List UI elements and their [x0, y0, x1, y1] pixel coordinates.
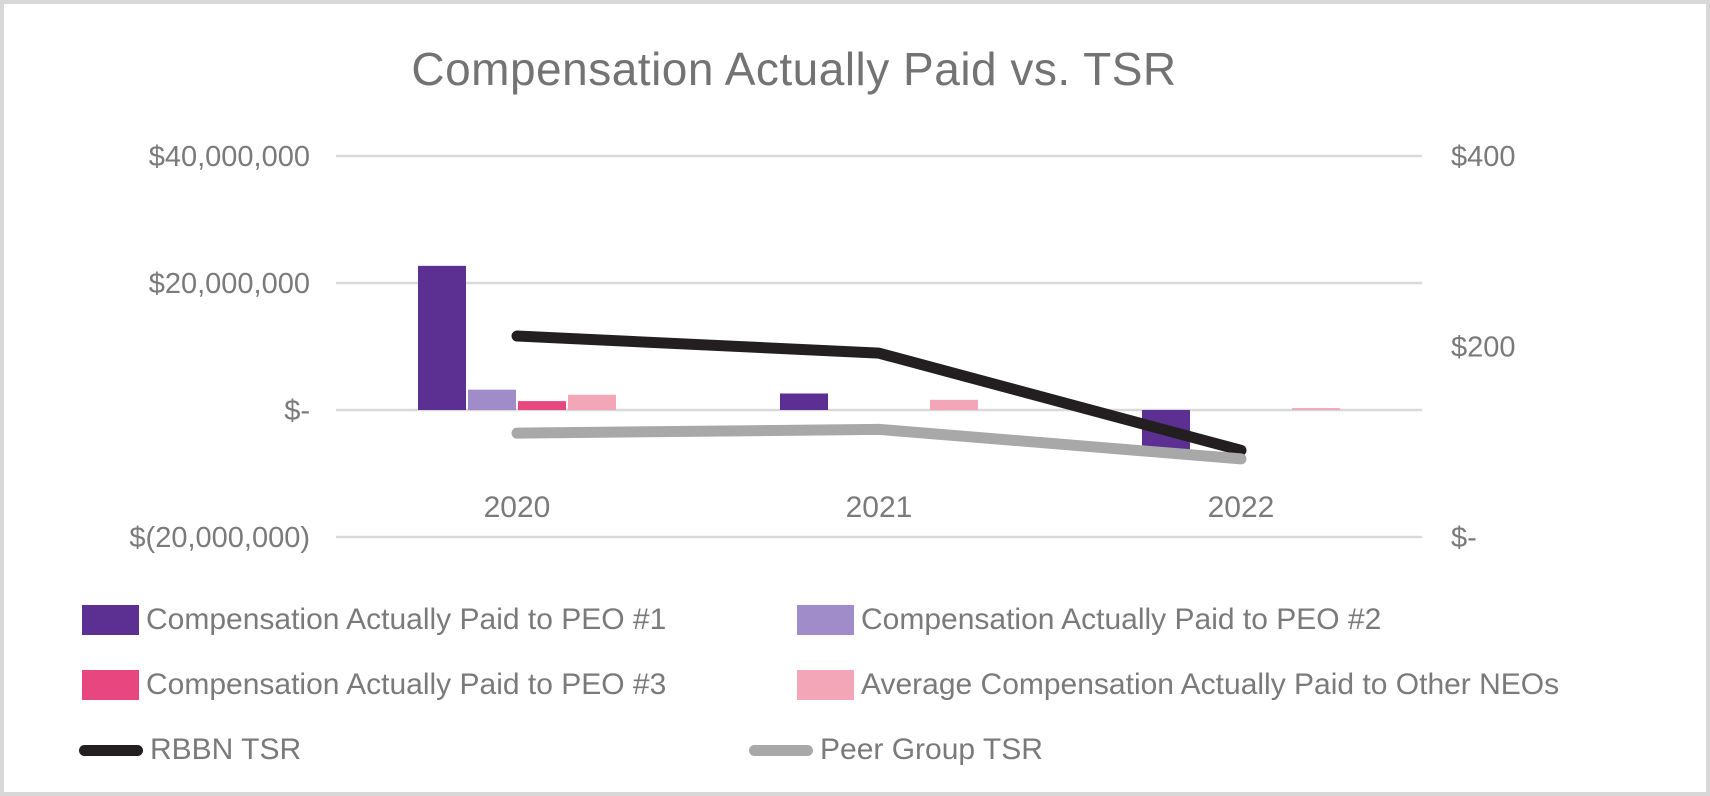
legend-swatch-rbbn-tsr — [79, 744, 143, 756]
category-label-2021: 2021 — [846, 491, 913, 524]
legend-label-cap-peo2: Compensation Actually Paid to PEO #2 — [861, 603, 1382, 636]
left-axis-tick-label: $20,000,000 — [149, 268, 310, 300]
legend-label-rbbn-tsr: RBBN TSR — [150, 733, 302, 766]
category-label-2020: 2020 — [484, 491, 551, 524]
legend-swatch-cap-other-neos — [797, 670, 854, 700]
bar-average-compensation-actually-paid-to-other-neos-2020 — [568, 394, 616, 410]
line-peer-group-tsr — [511, 423, 1247, 465]
legend-item-cap-other-neos: Average Compensation Actually Paid to Ot… — [797, 665, 1559, 705]
legend-label-cap-other-neos: Average Compensation Actually Paid to Ot… — [861, 668, 1560, 701]
bar-compensation-actually-paid-to-peo-2-2020 — [468, 389, 516, 410]
right-axis-tick-label: $- — [1451, 522, 1477, 554]
bar-average-compensation-actually-paid-to-other-neos-2021 — [930, 399, 978, 410]
left-axis-tick-label: $40,000,000 — [149, 141, 310, 173]
legend-swatch-peer-group-tsr — [749, 744, 813, 756]
legend-item-cap-peo1: Compensation Actually Paid to PEO #1 — [82, 600, 666, 640]
chart-title: Compensation Actually Paid vs. TSR — [411, 43, 1177, 95]
chart-plot-area: $40,000,000 $20,000,000 $- $(20,000,000) $40… — [129, 141, 1516, 554]
left-axis-tick-label: $(20,000,000) — [129, 522, 310, 554]
left-axis-tick-label: $- — [284, 395, 310, 427]
legend-swatch-cap-peo3 — [82, 670, 139, 700]
legend-swatch-cap-peo2 — [797, 605, 854, 635]
bar-compensation-actually-paid-to-peo-1-2021 — [780, 393, 828, 410]
legend-item-cap-peo3: Compensation Actually Paid to PEO #3 — [82, 665, 666, 705]
right-axis-tick-label: $400 — [1451, 141, 1516, 173]
bar-compensation-actually-paid-to-peo-3-2020 — [518, 401, 566, 410]
legend-label-cap-peo3: Compensation Actually Paid to PEO #3 — [146, 668, 667, 701]
right-axis-tick-label: $200 — [1451, 332, 1516, 364]
category-label-2022: 2022 — [1208, 491, 1275, 524]
legend-item-peer-group-tsr: Peer Group TSR — [749, 730, 1043, 770]
legend-item-rbbn-tsr: RBBN TSR — [79, 730, 301, 770]
bar-compensation-actually-paid-to-peo-1-2020 — [418, 265, 466, 410]
legend-item-cap-peo2: Compensation Actually Paid to PEO #2 — [797, 600, 1381, 640]
line-rbbn-tsr — [511, 330, 1247, 456]
bar-average-compensation-actually-paid-to-other-neos-2022 — [1292, 408, 1340, 410]
legend-label-cap-peo1: Compensation Actually Paid to PEO #1 — [146, 603, 667, 636]
legend-swatch-cap-peo1 — [82, 605, 139, 635]
legend-label-peer-group-tsr: Peer Group TSR — [820, 733, 1043, 766]
